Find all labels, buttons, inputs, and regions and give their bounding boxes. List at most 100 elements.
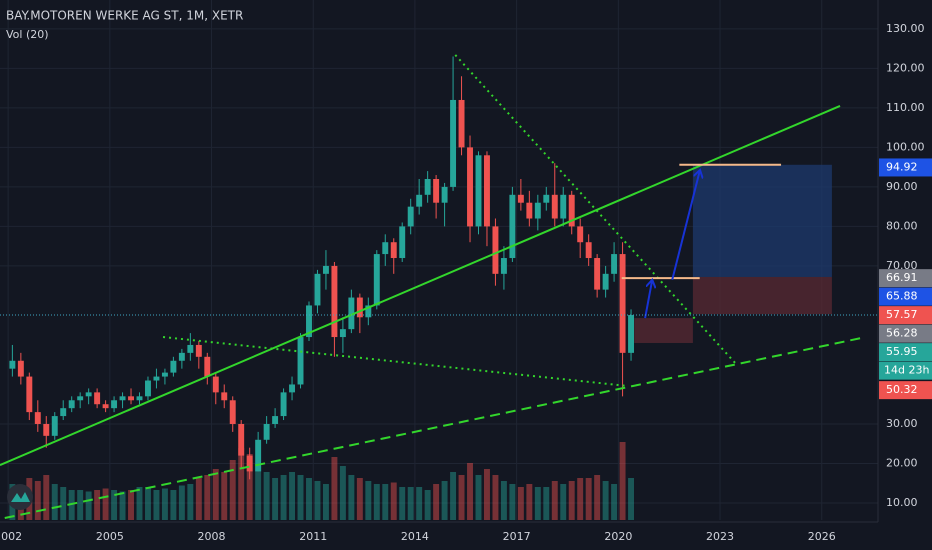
candle-layer — [9, 56, 635, 480]
volume-bar — [382, 484, 389, 520]
volume-bar — [475, 475, 482, 520]
price-badge — [879, 381, 932, 400]
x-tick-label: 2020 — [604, 530, 632, 543]
logo[interactable] — [7, 484, 33, 510]
volume-bar — [212, 469, 219, 520]
candle-body — [85, 392, 92, 397]
volume-bar — [43, 475, 50, 520]
x-tick-label: 2017 — [503, 530, 531, 543]
candle-body — [212, 376, 219, 393]
price-badge-label: 65.88 — [886, 290, 918, 303]
candle-body — [619, 254, 626, 353]
candle-body — [229, 400, 236, 424]
candle-body — [255, 439, 262, 472]
candle-body — [602, 273, 609, 290]
volume-bar — [594, 475, 601, 520]
volume-bar — [628, 478, 635, 520]
price-badge — [879, 269, 932, 288]
volume-bar — [458, 475, 465, 520]
candle-body — [102, 404, 109, 409]
volume-bar — [492, 475, 499, 520]
x-tick-label: 2026 — [808, 530, 836, 543]
volume-bar — [255, 466, 262, 520]
candle-body — [551, 194, 558, 219]
volume-bar — [306, 478, 312, 520]
volume-bar — [450, 472, 457, 520]
x-tick-label: 2008 — [198, 530, 226, 543]
candle-body — [373, 254, 380, 306]
candle-body — [450, 99, 457, 187]
candle-body — [119, 396, 126, 401]
volume-bar — [60, 487, 67, 520]
candle-body — [68, 400, 75, 409]
volume-bar — [94, 490, 101, 520]
candle-body — [500, 258, 507, 274]
arrow — [671, 170, 700, 281]
volume-bar — [517, 487, 524, 520]
candle-body — [136, 396, 143, 401]
candle-body — [51, 416, 58, 436]
volume-bar — [314, 481, 321, 520]
candle-body — [611, 254, 618, 274]
candle-body — [331, 265, 338, 338]
candle-body — [9, 360, 16, 369]
candle-body — [314, 273, 321, 306]
volume-bar — [161, 488, 168, 520]
candle-body — [475, 155, 482, 227]
price-badge — [879, 158, 932, 177]
volume-bar — [551, 481, 558, 520]
volume-bar — [322, 484, 329, 520]
volume-bar — [272, 478, 279, 520]
volume-bar — [195, 478, 202, 520]
y-tick-label: 20.00 — [886, 456, 918, 469]
volume-bar — [534, 487, 541, 520]
volume-bar — [407, 487, 414, 520]
candle-body — [509, 194, 516, 259]
candle-body — [128, 396, 134, 401]
volume-bar — [526, 484, 533, 520]
price-badge-label: 94.92 — [886, 160, 918, 173]
position-zone — [692, 164, 832, 277]
logo-icon[interactable] — [11, 492, 30, 502]
price-badge — [879, 324, 932, 343]
candle-body — [145, 380, 151, 397]
volume-bar — [297, 475, 304, 520]
candle-body — [306, 305, 312, 338]
logo-circle[interactable] — [7, 484, 33, 510]
volume-bar — [585, 478, 592, 520]
y-tick-label: 110.00 — [886, 101, 925, 114]
candle-body — [568, 194, 575, 227]
volume-bar — [577, 478, 584, 520]
arrow — [644, 280, 652, 319]
candle-body — [153, 376, 160, 381]
volume-bar — [356, 478, 363, 520]
candle-body — [458, 99, 465, 148]
volume-bar — [68, 490, 75, 520]
volume-bar — [119, 491, 126, 520]
volume-bar — [390, 482, 397, 520]
candle-body — [484, 155, 490, 227]
position-zone — [692, 276, 832, 315]
candle-body — [534, 202, 541, 219]
volume-bar — [509, 484, 516, 520]
countdown-badge — [879, 361, 932, 380]
chart-title: BAY.MOTOREN WERKE AG ST, 1M, XETR — [6, 9, 243, 23]
candle-body — [348, 297, 355, 330]
price-badge-label: 50.32 — [886, 383, 918, 396]
candle-body — [492, 226, 499, 274]
candle-body — [187, 344, 194, 353]
y-tick-label: 80.00 — [886, 219, 918, 232]
candle-body — [43, 423, 50, 436]
price-badge — [879, 343, 932, 362]
volume-bar — [246, 454, 253, 520]
candle-body — [560, 194, 567, 219]
volume-bar — [619, 442, 626, 520]
volume-bar — [339, 466, 346, 520]
x-tick-label: 2005 — [96, 530, 124, 543]
y-tick-label: 130.00 — [886, 22, 925, 35]
candle-body — [543, 194, 550, 203]
candle-body — [94, 392, 101, 405]
price-badge-label: 57.57 — [886, 308, 918, 321]
volume-bar — [484, 469, 490, 520]
